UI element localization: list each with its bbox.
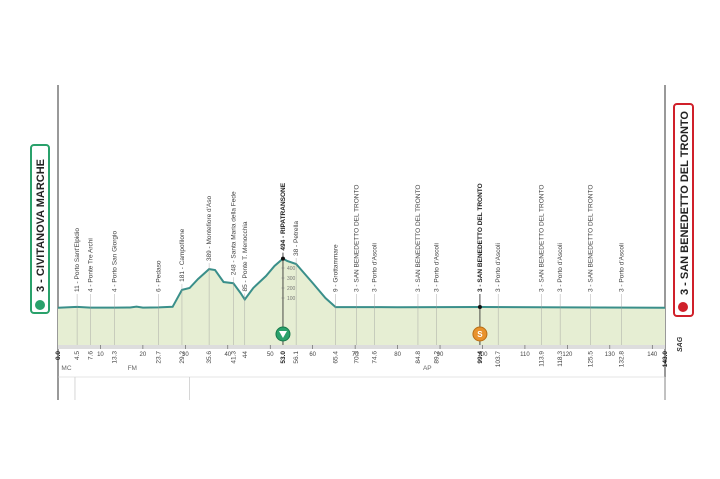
point-label: 3 - SAN BENEDETTO DEL TRONTO [588,185,595,292]
finish-box [673,103,694,317]
km-label: 29.2 [179,351,186,364]
profile-area [58,258,665,345]
logo: SAG [677,336,684,352]
km-label: 41.3 [230,351,237,364]
km-label: 113.9 [538,351,545,367]
km-label: 89.2 [434,351,441,364]
point-label: 3 - SAN BENEDETTO DEL TRONTO [538,185,545,292]
point-label: 494 - RIPATRANSONE [280,182,287,250]
point-label: 4 - Ponte Tre Archi [87,238,94,292]
point-label: 9 - Grottammare [333,244,340,292]
km-label: 7.6 [87,351,94,360]
point-label: 3 - Porto d'Ascoli [434,243,441,292]
kom-arrow [278,331,287,338]
km-label: 35.6 [206,351,213,364]
point-label: 6 - Pedaso [156,260,163,292]
km-label: 125.5 [588,351,595,368]
km-label: 65.4 [333,351,340,364]
point-label: 85 - Ponte T. Menocchia [242,221,249,291]
point-label: 3 - Porto d'Ascoli [619,243,626,292]
finish-label: 3 - SAN BENEDETTO DEL TRONTO [679,111,691,295]
km-label: 99.4 [477,351,484,364]
point-label: 248 - Santa Maria della Fede [230,191,237,275]
province-label: FM [128,365,137,372]
km-label: 13.3 [111,351,118,364]
finish-icon [678,302,688,312]
point-label: 3 - SAN BENEDETTO DEL TRONTO [415,185,422,292]
point-label: 4 - Porto San Giorgio [111,231,118,292]
x-tick-label: 40 [224,352,231,358]
province-label: MC [61,365,71,372]
start-box [30,144,50,314]
y-tick-label: 100 [287,296,296,302]
km-label: 56.1 [293,351,300,364]
x-tick-label: 120 [562,352,573,358]
x-tick-label: 30 [182,352,189,358]
axis-band [58,345,665,349]
x-tick-label: 80 [394,352,401,358]
km-label: 53.0 [280,351,287,364]
km-label: 74.6 [372,351,379,364]
x-tick-label: 140 [647,352,658,358]
km-label: 103.7 [495,351,502,368]
x-tick-label: 110 [520,352,530,358]
point-label: 3 - SAN BENEDETTO DEL TRONTO [353,185,360,292]
km-label: 0.0 [55,351,62,360]
start-icon [35,300,45,310]
x-tick-label: 130 [605,352,616,358]
sprint-symbol: S [477,330,483,339]
point-label: 11 - Porto Sant'Elpidio [74,228,81,292]
km-label: 44 [242,351,249,359]
profile-line [57,257,666,309]
km-label: 4.5 [74,351,81,360]
km-label: 132.8 [619,351,626,368]
kom-dot [280,256,285,261]
y-tick-label: 400 [287,266,296,272]
km-label: 70.3 [353,351,360,364]
km-label: 143.0 [662,351,669,368]
x-tick-label: 10 [97,352,104,358]
x-tick-label: 100 [477,352,488,358]
point-label: 389 - Montefiore d'Aso [206,196,213,262]
y-tick-label: 300 [287,276,296,282]
point-label: 3 - Porto d'Ascoli [557,243,564,292]
point-label: 3 - Porto d'Ascoli [495,243,502,292]
km-label: 84.8 [415,351,422,364]
x-tick-label: 90 [437,352,444,358]
point-label: 181 - Campofilone [179,228,186,281]
x-tick-label: 50 [267,352,274,358]
y-tick-label: 200 [287,286,296,292]
km-label: 118.3 [557,351,564,367]
point-label: 38 - Petrella [293,221,300,256]
x-tick-label: 70 [352,352,359,358]
sprint-icon [472,326,488,342]
point-label: 3 - Porto d'Ascoli [372,243,379,292]
x-tick-label: 60 [309,352,316,358]
sprint-dot [477,305,482,310]
start-label: 3 - CIVITANOVA MARCHE [35,159,47,292]
point-label: 3 - SAN BENEDETTO DEL TRONTO [477,183,484,292]
x-tick-label: 20 [140,352,147,358]
km-label: 23.7 [156,351,163,364]
province-label: AP [423,365,432,372]
